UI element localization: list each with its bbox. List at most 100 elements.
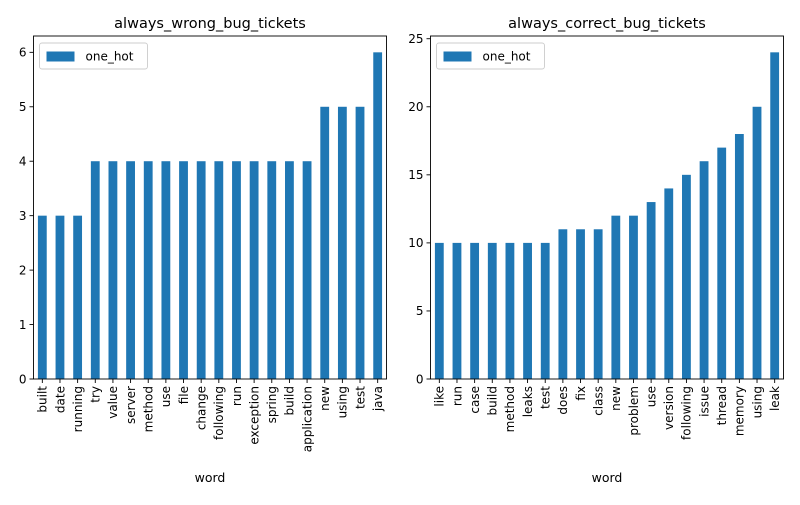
x-tick-label: test — [353, 386, 367, 409]
bar-method — [143, 161, 153, 379]
x-tick-label: following — [212, 386, 226, 440]
y-tick-label: 0 — [416, 372, 424, 386]
bar-case — [470, 242, 480, 379]
x-tick-label: thread — [715, 386, 729, 425]
bar-run — [232, 161, 241, 379]
y-tick-label: 20 — [408, 100, 423, 114]
bar-method — [505, 242, 515, 379]
x-tick-label: use — [159, 386, 173, 407]
x-tick-label: using — [750, 386, 764, 418]
bar-memory — [734, 134, 744, 379]
x-tick-label: problem — [627, 386, 641, 436]
bar-try — [90, 161, 100, 379]
bar-using — [337, 106, 347, 379]
axes-frame — [430, 35, 784, 380]
x-tick-label: date — [53, 386, 67, 413]
x-tick-label: run — [450, 386, 464, 406]
bar-problem — [629, 215, 638, 379]
bar-date — [55, 215, 65, 379]
x-tick-label: method — [503, 386, 517, 432]
x-tick-label: server — [124, 386, 138, 424]
bar-leak — [770, 52, 780, 379]
chart-panel-0: 0 1 2 3 4 5 6 built date running try value server met… — [19, 16, 387, 485]
x-tick-label: class — [591, 386, 605, 416]
bar-value — [108, 161, 118, 379]
x-tick-label: fix — [574, 386, 588, 401]
bar-leaks — [523, 242, 532, 379]
x-tick-label: exception — [247, 386, 261, 445]
bar-use — [646, 202, 656, 379]
bar-new — [320, 106, 330, 379]
x-tick-label: leak — [768, 386, 782, 411]
bar-build — [487, 242, 497, 379]
bar-does — [558, 229, 568, 379]
x-tick-label: run — [230, 386, 244, 406]
legend-box — [39, 42, 148, 70]
legend-swatch — [443, 51, 472, 62]
chart-title: always_wrong_bug_tickets — [114, 16, 306, 32]
bar-running — [73, 215, 83, 379]
bar-run — [452, 242, 462, 379]
bar-using — [752, 106, 762, 379]
chart-title: always_correct_bug_tickets — [508, 16, 706, 32]
x-tick-label: spring — [265, 386, 279, 423]
x-tick-label: issue — [697, 386, 711, 417]
bar-new — [611, 215, 621, 379]
bar-following — [214, 161, 224, 379]
y-tick-label: 3 — [19, 209, 27, 223]
bar-following — [682, 174, 691, 379]
y-tick-label: 1 — [19, 318, 27, 332]
y-tick-label: 5 — [416, 304, 424, 318]
x-tick-label: version — [662, 386, 676, 430]
legend-label: one_hot — [86, 50, 134, 64]
y-tick-label: 4 — [19, 155, 27, 169]
bar-issue — [699, 161, 709, 379]
x-tick-label: change — [194, 386, 208, 430]
x-tick-label: leaks — [521, 386, 535, 417]
bar-spring — [267, 161, 277, 379]
bar-application — [302, 161, 312, 379]
bar-thread — [717, 147, 727, 379]
bar-version — [664, 188, 674, 379]
x-tick-label: value — [106, 386, 120, 419]
y-tick-label: 15 — [408, 168, 423, 182]
bar-server — [126, 161, 135, 379]
y-tick-label: 5 — [19, 100, 27, 114]
x-tick-label: new — [609, 386, 623, 411]
bar-class — [593, 229, 603, 379]
x-tick-label: using — [336, 386, 350, 418]
y-tick-label: 2 — [19, 263, 27, 277]
bar-fix — [576, 229, 585, 379]
bar-build — [285, 161, 294, 379]
bar-change — [196, 161, 206, 379]
bar-file — [179, 161, 188, 379]
x-tick-label: case — [468, 386, 482, 414]
y-tick-label: 25 — [408, 32, 423, 46]
legend-box — [436, 42, 545, 70]
bar-built — [37, 215, 47, 379]
x-tick-label: memory — [733, 386, 747, 436]
x-tick-label: use — [644, 386, 658, 407]
y-tick-label: 6 — [19, 46, 27, 60]
legend: one_hot — [39, 42, 148, 70]
x-tick-label: method — [142, 386, 156, 432]
y-tick-label: 10 — [408, 236, 423, 250]
chart-panel-1: 0 5 10 15 20 25 like run case build method leaks tes… — [408, 16, 784, 485]
bar-like — [434, 242, 444, 379]
legend-label: one_hot — [483, 50, 531, 64]
x-tick-label: does — [556, 386, 570, 415]
bar-test — [540, 242, 550, 379]
x-tick-label: new — [318, 386, 332, 411]
x-tick-label: build — [283, 386, 297, 416]
x-tick-label: application — [300, 386, 314, 452]
bar-test — [355, 106, 365, 379]
x-tick-label: file — [177, 386, 191, 404]
x-tick-label: try — [89, 386, 103, 403]
axes-frame — [33, 35, 387, 380]
x-tick-label: test — [539, 386, 553, 409]
x-tick-label: like — [433, 386, 447, 407]
x-tick-label: running — [71, 386, 85, 432]
legend-swatch — [46, 51, 75, 62]
